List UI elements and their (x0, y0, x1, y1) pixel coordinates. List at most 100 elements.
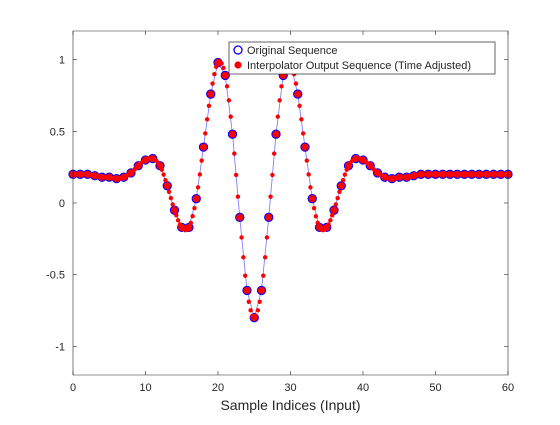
interpolator-output-point (342, 172, 348, 177)
interpolator-output-point (206, 103, 212, 109)
interpolator-output-point (265, 213, 273, 221)
interpolator-output-point (228, 130, 237, 138)
interpolator-output-point (248, 308, 253, 313)
original-sequence-point (198, 142, 209, 152)
interpolator-output-point (166, 189, 172, 195)
interpolator-output-point (212, 71, 217, 77)
interpolator-output-point (239, 235, 244, 240)
interpolator-output-point (235, 194, 241, 199)
interpolator-output-point (297, 103, 302, 109)
interpolator-output-point (170, 206, 179, 214)
interpolator-output-point (294, 90, 302, 98)
interpolator-output-point (257, 299, 262, 304)
interpolator-output-point (304, 158, 310, 163)
interpolator-output-point (210, 81, 215, 86)
interpolator-output-point (272, 130, 280, 138)
original-sequence-point (242, 285, 252, 296)
original-sequence-point (249, 313, 259, 323)
interpolator-output-point (161, 172, 166, 177)
y-tick-label: 0 (59, 198, 65, 210)
interpolator-output-point (190, 213, 195, 219)
interpolator-output-point (241, 255, 246, 260)
interpolator-output-point (306, 172, 311, 177)
x-tick-label: 10 (139, 382, 151, 394)
interpolator-output-point (159, 167, 165, 172)
interpolator-output-point (255, 308, 261, 313)
interpolator-output-point (277, 98, 282, 103)
interpolator-output-point (253, 313, 259, 318)
interpolator-output-point (192, 195, 200, 203)
y-axis-ticks: -1 -0.5 0 0.5 1 (46, 55, 508, 353)
interpolator-output-point (221, 71, 229, 80)
original-sequence-point (162, 181, 172, 191)
interpolator-output-point (228, 114, 233, 119)
interpolator-output-point (163, 182, 171, 190)
original-sequence-point (372, 168, 383, 178)
original-sequence-point (300, 142, 310, 152)
legend-box (228, 41, 496, 75)
interpolator-output-point (299, 117, 304, 122)
interpolator-output-point (246, 299, 252, 304)
interpolator-output-point (308, 185, 313, 190)
interpolator-output-point (236, 213, 244, 221)
interpolator-output-point (330, 206, 338, 214)
original-sequence-point (307, 194, 317, 204)
plot-area (73, 31, 508, 375)
interpolator-output-point (163, 178, 168, 183)
interpolator-output-point (337, 189, 342, 195)
original-sequence-point (206, 89, 216, 99)
original-sequence-point (191, 194, 201, 204)
interpolator-output-point (197, 172, 203, 177)
interpolator-output-point (174, 213, 179, 218)
x-tick-label: 40 (357, 382, 369, 394)
original-sequence-point (264, 212, 274, 222)
original-sequence-point (126, 168, 136, 178)
interpolator-output-point (275, 114, 281, 119)
legend: Original Sequence Interpolator Output Se… (228, 41, 496, 75)
legend-interp-label: Interpolator Output Sequence (Time Adjus… (247, 60, 471, 72)
interpolator-output-point (311, 205, 317, 211)
y-tick-label: -1 (55, 341, 65, 353)
interpolator-output-point (326, 222, 331, 227)
interpolator-output-point (293, 81, 299, 86)
interpolator-output-point (195, 185, 201, 190)
x-tick-label: 50 (429, 382, 441, 394)
interpolator-output-point (221, 65, 226, 71)
interpolator-output-point (335, 195, 340, 201)
interpolator-output-point (337, 182, 345, 190)
interpolator-output-point (308, 195, 316, 203)
interpolator-output-point (301, 143, 309, 151)
original-sequence-point (271, 129, 281, 139)
interpolator-output-point (264, 235, 270, 240)
original-sequence-point (227, 129, 238, 139)
interpolator-output-point (313, 214, 319, 219)
interpolator-output-point (257, 286, 266, 295)
interpolator-output-point (226, 98, 232, 103)
original-sequence-point (235, 212, 245, 222)
x-tick-label: 0 (70, 382, 76, 394)
interpolator-output-point (243, 286, 251, 295)
x-tick-label: 30 (284, 382, 296, 394)
interpolator-output-point (207, 90, 215, 98)
original-sequence-point (365, 161, 375, 171)
y-tick-label: 0.5 (50, 126, 65, 138)
original-sequence-point (256, 285, 267, 296)
interpolator-output-point (268, 194, 273, 199)
interpolator-output-point (300, 131, 306, 136)
interpolator-output-point (219, 61, 224, 66)
interpolator-output-point (328, 218, 333, 223)
interpolator-output-point (199, 158, 204, 163)
interpolator-output-point (156, 162, 164, 170)
x-axis-label: Sample Indices (Input) (220, 397, 360, 413)
interpolator-output-point (329, 213, 335, 218)
interpolator-output-point (188, 220, 194, 225)
original-sequence-point (133, 161, 143, 171)
original-sequence-point (336, 181, 346, 191)
interpolator-output-point (224, 84, 230, 89)
x-axis-ticks: 0 10 20 30 40 50 60 (70, 31, 514, 394)
interpolator-output-point (203, 131, 208, 136)
original-sequence-point (220, 70, 230, 81)
interpolator-output-point (242, 273, 248, 278)
